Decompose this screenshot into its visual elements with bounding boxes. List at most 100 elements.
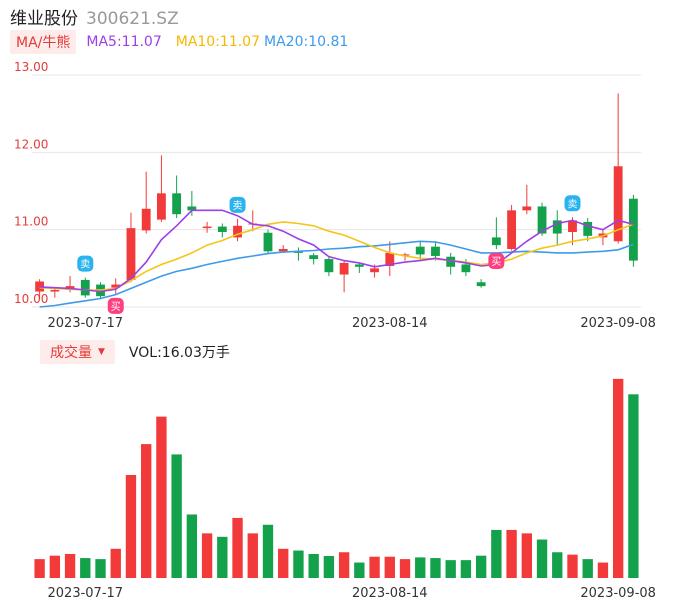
price-date-label: 2023-07-17: [48, 316, 124, 331]
candle-body: [141, 208, 151, 231]
volume-bar: [186, 514, 198, 578]
volume-bar: [308, 553, 319, 578]
volume-bar: [338, 552, 350, 578]
price-date-label: 2023-09-08: [580, 316, 656, 331]
caret-down-icon: ▼: [98, 347, 105, 357]
volume-bar: [201, 533, 213, 578]
volume-bar: [110, 548, 121, 578]
volume-selector-label: 成交量: [50, 345, 92, 361]
marker-badge: [488, 253, 505, 269]
buy-marker: 买: [107, 297, 124, 314]
sell-marker: 卖: [77, 255, 94, 272]
moving-average-lines: [39, 209, 634, 308]
volume-bar: [536, 539, 548, 578]
price-tick-label: 11.00: [14, 215, 48, 229]
candle-body: [217, 226, 227, 232]
marker-label: 卖: [80, 259, 90, 271]
candlesticks: [35, 93, 638, 300]
ma5-label: MA5:11.07: [86, 34, 162, 50]
volume-bar: [552, 552, 563, 578]
buy-marker: 买: [488, 253, 505, 269]
candle-body: [446, 256, 456, 267]
volume-bar: [125, 475, 137, 578]
volume-bar: [521, 533, 532, 578]
candle-body: [172, 193, 182, 215]
marker-badge: [229, 196, 246, 213]
volume-bar: [141, 444, 152, 578]
volume-bar: [293, 550, 304, 578]
sell-marker: 卖: [564, 195, 581, 212]
candle-body: [583, 221, 593, 236]
marker-badge: [564, 195, 581, 212]
candle-body: [35, 281, 45, 292]
volume-bar: [399, 559, 411, 578]
candle-body: [431, 246, 440, 256]
candle-body: [202, 226, 212, 229]
candle-body: [537, 206, 547, 234]
marker-label: 卖: [233, 200, 243, 212]
price-grid: [32, 74, 641, 308]
candle-body: [278, 249, 288, 252]
volume-bar: [567, 554, 578, 578]
stock-header: 维业股份 300621.SZ: [10, 4, 179, 29]
candle-body: [354, 264, 364, 267]
marker-label: 买: [111, 301, 121, 313]
candle-body: [50, 289, 60, 292]
price-tick-label: 12.00: [14, 137, 48, 151]
volume-bar: [262, 524, 274, 578]
volume-date-label: 2023-08-14: [352, 586, 428, 601]
stock-name: 维业股份: [10, 9, 78, 29]
volume-bar: [64, 553, 76, 578]
volume-bar: [232, 517, 243, 578]
price-date-axis: 2023-07-17 2023-08-14 2023-09-08: [48, 316, 656, 331]
volume-bar: [628, 394, 639, 578]
volume-bar: [415, 557, 426, 578]
ma-selector-button[interactable]: MA/牛熊: [10, 30, 77, 54]
volume-bar: [156, 416, 167, 578]
volume-legend: 成交量 ▼ VOL:16.03万手: [40, 340, 230, 364]
volume-date-axis: 2023-07-17 2023-08-14 2023-09-08: [48, 586, 656, 601]
candle-body: [476, 282, 486, 287]
volume-bar: [582, 559, 593, 578]
volume-bar: [34, 559, 45, 578]
marker-badge: [77, 255, 94, 272]
candle-body: [400, 254, 410, 256]
candle-body: [491, 237, 501, 246]
price-date-label: 2023-08-14: [352, 316, 428, 331]
price-axis-labels: 13.00 12.00 11.00 10.00: [14, 60, 48, 306]
candle-body: [111, 284, 121, 288]
stock-code: 300621.SZ: [86, 9, 179, 29]
volume-bar: [430, 558, 441, 578]
volume-bar: [278, 548, 289, 578]
ma20-line: [39, 240, 634, 308]
candle-body: [324, 259, 334, 273]
volume-bar: [323, 556, 335, 578]
volume-bar: [49, 555, 61, 578]
volume-selector-button[interactable]: 成交量 ▼: [40, 340, 115, 364]
ma-legend: MA/牛熊 MA5:11.07 MA10:11.07 MA20:10.81: [10, 30, 348, 54]
ma10-label: MA10:11.07: [175, 34, 261, 50]
volume-bars: [34, 378, 639, 578]
marker-label: 卖: [567, 198, 577, 210]
volume-bar: [506, 529, 517, 578]
volume-bar: [445, 560, 456, 578]
volume-bar: [171, 454, 182, 578]
volume-date-label: 2023-09-08: [580, 586, 656, 601]
volume-date-label: 2023-07-17: [48, 586, 124, 601]
candle-body: [156, 193, 166, 220]
candle-body: [522, 206, 532, 211]
ma5-line: [39, 209, 634, 293]
volume-bar: [80, 558, 91, 578]
candle-body: [568, 220, 577, 232]
candle-body: [263, 232, 273, 252]
candle-body: [233, 225, 242, 238]
ma10-line: [39, 221, 634, 291]
price-tick-label: 13.00: [14, 60, 48, 74]
volume-bar: [217, 536, 228, 578]
candle-body: [461, 264, 471, 273]
candle-body: [339, 262, 349, 275]
candle-body: [507, 210, 517, 249]
candle-body: [187, 206, 197, 211]
